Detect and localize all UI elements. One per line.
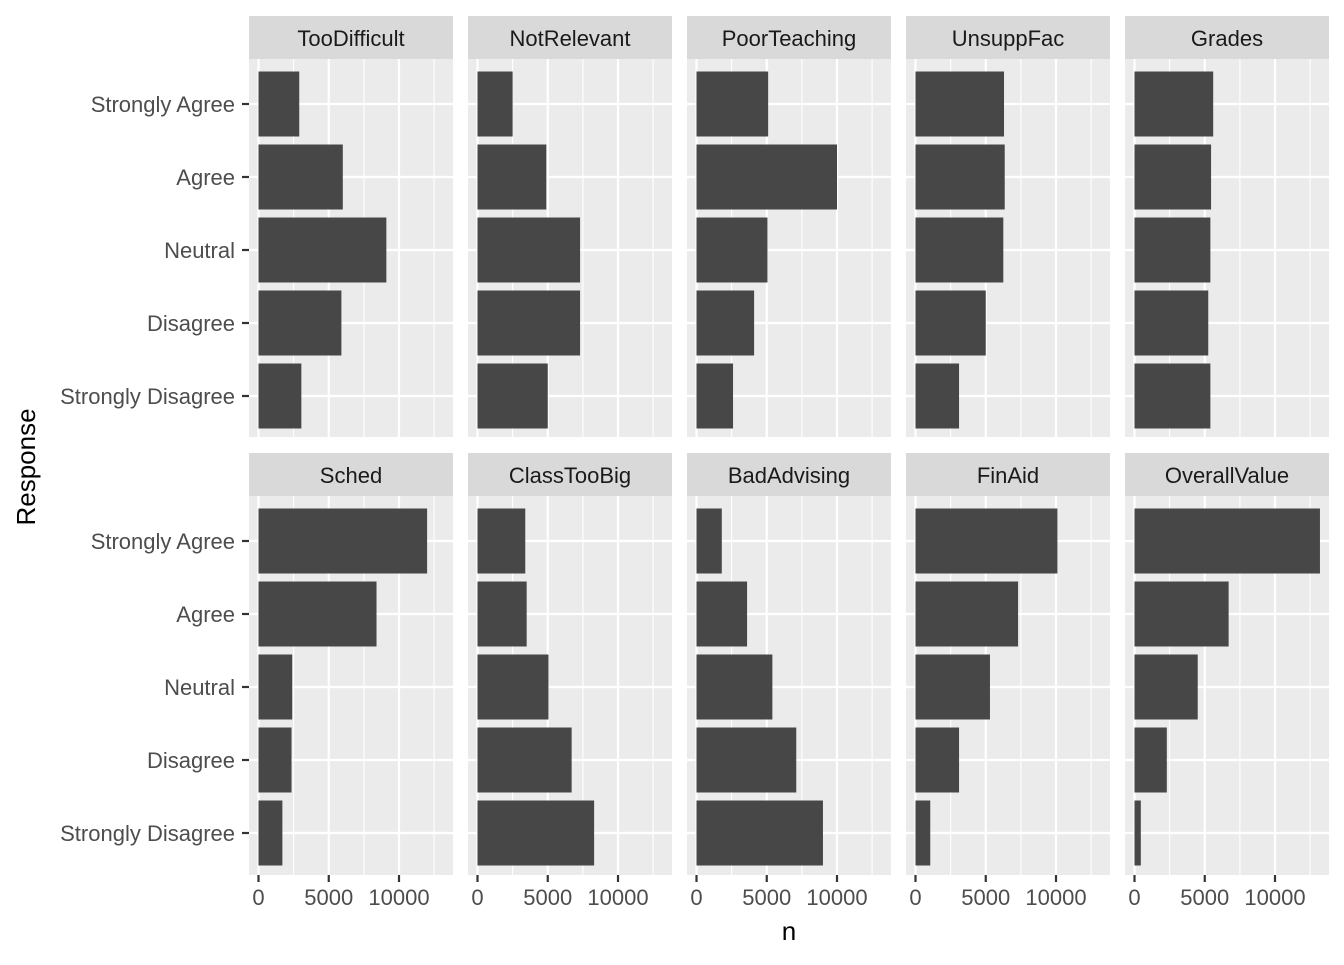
bar-finaid-0	[915, 508, 1058, 574]
bar-overallvalue-3	[1134, 727, 1167, 793]
x-tick-label-finaid: 10000	[1025, 885, 1086, 910]
facet-label-notrelevant: NotRelevant	[509, 26, 630, 51]
x-tick-label-sched: 10000	[368, 885, 429, 910]
bar-toodifficult-0	[258, 71, 300, 137]
x-tick-label-badadvising: 10000	[806, 885, 867, 910]
facet-strip-overallvalue	[1125, 453, 1329, 496]
facet-strip-classtoobig	[468, 453, 672, 496]
bar-grades-4	[1134, 363, 1211, 429]
bar-finaid-3	[915, 727, 960, 793]
bar-poorteaching-1	[696, 144, 837, 210]
x-tick-label-classtoobig: 5000	[523, 885, 572, 910]
bar-badadvising-3	[696, 727, 797, 793]
bar-notrelevant-0	[477, 71, 513, 137]
x-tick-label-badadvising: 0	[690, 885, 702, 910]
facet-strip-finaid	[906, 453, 1110, 496]
bar-sched-1	[258, 581, 377, 647]
bar-unsuppfac-2	[915, 217, 1004, 283]
y-tick-label-0: Strongly Disagree	[60, 384, 235, 409]
bar-overallvalue-1	[1134, 581, 1229, 647]
facet-strip-grades	[1125, 16, 1329, 59]
bar-notrelevant-2	[477, 217, 581, 283]
bar-poorteaching-0	[696, 71, 769, 137]
bar-poorteaching-4	[696, 363, 734, 429]
bar-sched-0	[258, 508, 428, 574]
facet-strip-toodifficult	[249, 16, 453, 59]
facet-label-sched: Sched	[320, 463, 382, 488]
y-tick-label-0: Disagree	[147, 311, 235, 336]
x-axis-title: n	[782, 916, 796, 946]
bar-notrelevant-3	[477, 290, 581, 356]
facet-label-grades: Grades	[1191, 26, 1263, 51]
bar-grades-3	[1134, 290, 1209, 356]
bar-sched-2	[258, 654, 293, 720]
y-tick-label-1: Disagree	[147, 748, 235, 773]
facet-strip-notrelevant	[468, 16, 672, 59]
bar-unsuppfac-3	[915, 290, 986, 356]
facet-label-classtoobig: ClassTooBig	[509, 463, 631, 488]
bar-finaid-4	[915, 800, 931, 866]
bar-toodifficult-4	[258, 363, 302, 429]
bar-sched-3	[258, 727, 292, 793]
y-tick-label-1: Strongly Agree	[91, 529, 235, 554]
x-tick-label-overallvalue: 0	[1128, 885, 1140, 910]
bar-overallvalue-2	[1134, 654, 1198, 720]
facet-strip-poorteaching	[687, 16, 891, 59]
y-tick-label-1: Neutral	[164, 675, 235, 700]
bar-classtoobig-1	[477, 581, 527, 647]
bar-classtoobig-3	[477, 727, 572, 793]
bar-badadvising-2	[696, 654, 773, 720]
bar-classtoobig-4	[477, 800, 595, 866]
x-tick-label-overallvalue: 10000	[1244, 885, 1305, 910]
bar-overallvalue-0	[1134, 508, 1320, 574]
bar-finaid-2	[915, 654, 990, 720]
bar-sched-4	[258, 800, 283, 866]
facet-label-badadvising: BadAdvising	[728, 463, 850, 488]
bar-classtoobig-0	[477, 508, 526, 574]
y-axis-title: Response	[11, 408, 41, 525]
x-tick-label-finaid: 5000	[961, 885, 1010, 910]
x-tick-label-badadvising: 5000	[742, 885, 791, 910]
bar-notrelevant-4	[477, 363, 548, 429]
y-tick-label-0: Agree	[176, 165, 235, 190]
bar-unsuppfac-0	[915, 71, 1005, 137]
bar-finaid-1	[915, 581, 1019, 647]
bar-grades-0	[1134, 71, 1214, 137]
x-tick-label-classtoobig: 0	[471, 885, 483, 910]
facet-strip-badadvising	[687, 453, 891, 496]
bar-unsuppfac-1	[915, 144, 1005, 210]
bar-poorteaching-3	[696, 290, 755, 356]
bar-classtoobig-2	[477, 654, 549, 720]
bar-toodifficult-3	[258, 290, 342, 356]
bar-unsuppfac-4	[915, 363, 960, 429]
bar-notrelevant-1	[477, 144, 547, 210]
bar-grades-2	[1134, 217, 1211, 283]
x-tick-label-classtoobig: 10000	[587, 885, 648, 910]
y-tick-label-0: Strongly Agree	[91, 92, 235, 117]
y-tick-label-1: Strongly Disagree	[60, 821, 235, 846]
y-tick-label-1: Agree	[176, 602, 235, 627]
bar-badadvising-4	[696, 800, 823, 866]
bar-grades-1	[1134, 144, 1212, 210]
facet-label-overallvalue: OverallValue	[1165, 463, 1289, 488]
bar-toodifficult-1	[258, 144, 343, 210]
x-tick-label-sched: 0	[252, 885, 264, 910]
bar-overallvalue-4	[1134, 800, 1141, 866]
bar-poorteaching-2	[696, 217, 768, 283]
facet-strip-sched	[249, 453, 453, 496]
x-tick-label-finaid: 0	[909, 885, 921, 910]
x-tick-label-sched: 5000	[304, 885, 353, 910]
facet-label-finaid: FinAid	[977, 463, 1039, 488]
facet-label-poorteaching: PoorTeaching	[722, 26, 857, 51]
facet-strip-unsuppfac	[906, 16, 1110, 59]
bar-badadvising-1	[696, 581, 748, 647]
x-tick-label-overallvalue: 5000	[1180, 885, 1229, 910]
bar-toodifficult-2	[258, 217, 387, 283]
facet-label-unsuppfac: UnsuppFac	[952, 26, 1065, 51]
y-tick-label-0: Neutral	[164, 238, 235, 263]
facet-label-toodifficult: TooDifficult	[297, 26, 404, 51]
bar-badadvising-0	[696, 508, 722, 574]
